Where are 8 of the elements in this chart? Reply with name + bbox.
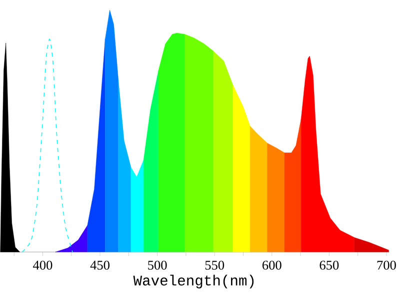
x-tick-label: 450 xyxy=(90,260,110,270)
x-tick-label: 650 xyxy=(320,260,339,270)
x-tick-label: 550 xyxy=(205,260,224,270)
x-tick-label: 700 xyxy=(377,260,396,270)
x-axis-title: Wavelength(nm) xyxy=(133,274,254,288)
x-tick-label: 500 xyxy=(148,260,167,270)
x-tick-label: 400 xyxy=(33,260,52,270)
x-tick-label: 600 xyxy=(262,260,282,270)
